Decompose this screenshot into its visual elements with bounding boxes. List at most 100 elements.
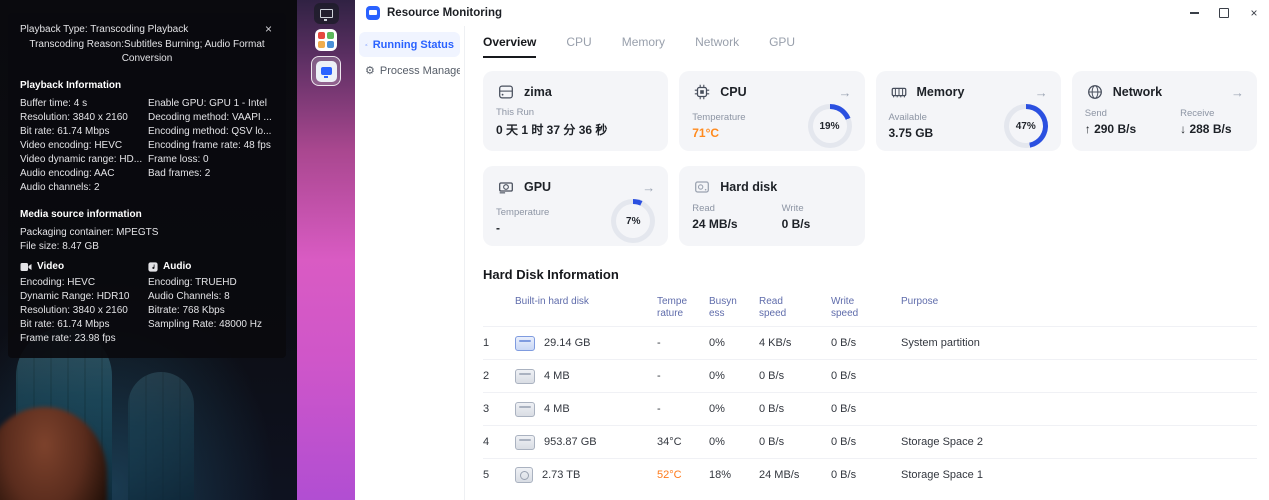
close-icon: × <box>1250 6 1258 20</box>
disk-busyness: 0% <box>709 337 725 349</box>
disk-icon <box>515 434 535 450</box>
disk-temperature: 52°C <box>657 469 682 481</box>
playback-stat: Encoding method: QSV lo... <box>148 126 272 137</box>
read-value: 24 MB/s <box>692 217 738 231</box>
disk-temperature: - <box>657 370 661 382</box>
disk-icon <box>515 368 535 384</box>
disk-icon <box>515 401 535 417</box>
transcoding-reason-text: Transcoding Reason:Subtitles Burning; Au… <box>20 38 274 66</box>
sidebar-item-process-management[interactable]: ⚙ Process Managemen <box>359 59 460 83</box>
video-player-background: Playback Type: Transcoding Playback × Tr… <box>0 0 297 500</box>
write-value: 0 B/s <box>781 217 811 231</box>
disk-busyness: 0% <box>709 403 725 415</box>
card-memory: Memory → Available 3.75 GB 47% <box>875 71 1061 151</box>
app-icon <box>366 6 380 20</box>
drive-icon <box>515 467 533 483</box>
arrow-right-icon[interactable]: → <box>1034 84 1048 100</box>
hard-disk-icon <box>692 177 712 197</box>
row-index: 3 <box>483 403 490 415</box>
close-icon[interactable]: × <box>264 22 272 36</box>
hard-disk-info-title: Hard Disk Information <box>483 267 619 282</box>
playback-stat: Video encoding: HEVC <box>20 140 123 151</box>
card-cpu: CPU → Temperature 71°C 19% <box>679 71 865 151</box>
tab-cpu[interactable]: CPU <box>566 35 592 49</box>
disk-busyness: 0% <box>709 436 725 448</box>
disk-read-speed: 4 KB/s <box>759 337 792 349</box>
video-section-title: Video <box>37 261 65 272</box>
video-stat: Encoding: HEVC <box>20 277 96 288</box>
card-title: GPU <box>524 180 552 194</box>
receive-value: ↓ 288 B/s <box>1180 122 1232 136</box>
resource-monitoring-window: Resource Monitoring × Running Status ⚙ P… <box>355 0 1269 500</box>
globe-icon <box>1085 82 1105 102</box>
disk-icon <box>515 335 535 351</box>
playback-stat: Bad frames: 2 <box>148 168 211 179</box>
arrow-right-icon[interactable]: → <box>838 84 852 100</box>
minimize-icon <box>1189 12 1199 14</box>
media-source-title: Media source information <box>20 209 142 220</box>
cpu-usage-percent: 19% <box>819 120 840 132</box>
tab-network[interactable]: Network <box>695 35 740 49</box>
sidebar-item-running-status[interactable]: Running Status <box>359 32 460 57</box>
dock-apps-icon[interactable] <box>315 29 337 51</box>
send-value: ↑ 290 B/s <box>1084 122 1137 136</box>
card-title: Memory <box>916 85 965 99</box>
col-temperature: Tempe rature <box>657 296 688 319</box>
receive-label: Receive <box>1180 108 1215 119</box>
card-title: Network <box>1112 85 1163 99</box>
tab-gpu[interactable]: GPU <box>769 35 796 49</box>
line-chart-icon <box>365 43 368 46</box>
dock-monitor-icon[interactable] <box>313 3 339 24</box>
maximize-button[interactable] <box>1209 0 1239 26</box>
audio-section-title: Audio <box>163 261 192 272</box>
hard-disk-table: Built-in hard disk Tempe rature Busyn ess … <box>483 288 1257 491</box>
disk-size: 2.73 TB <box>542 469 581 481</box>
write-label: Write <box>781 203 804 214</box>
gpu-usage-donut: 7% <box>611 199 656 243</box>
tab-overview[interactable]: Overview <box>483 35 537 58</box>
tab-memory[interactable]: Memory <box>621 35 666 49</box>
arrow-right-icon[interactable]: → <box>642 179 656 195</box>
card-label: Temperature <box>692 112 746 123</box>
playback-stat: Buffer time: 4 s <box>20 98 88 109</box>
playback-stat: Audio encoding: AAC <box>20 168 115 179</box>
row-index: 4 <box>483 436 490 448</box>
card-title: zima <box>524 85 552 99</box>
playback-stat: Bit rate: 61.74 Mbps <box>20 126 110 137</box>
disk-busyness: 0% <box>709 370 725 382</box>
col-purpose: Purpose <box>901 296 939 307</box>
table-row: 2 4 MB - 0% 0 B/s 0 B/s <box>483 359 1257 392</box>
card-title: CPU <box>720 85 747 99</box>
arrow-right-icon[interactable]: → <box>1231 84 1244 100</box>
table-row: 4 953.87 GB 34°C 0% 0 B/s 0 B/s Storage … <box>483 425 1257 458</box>
cpu-temperature-value: 71°C <box>692 126 720 140</box>
gpu-temperature-value: - <box>496 221 500 235</box>
close-button[interactable]: × <box>1239 0 1269 26</box>
audio-stat: Audio Channels: 8 <box>148 291 230 302</box>
memory-usage-donut: 47% <box>1003 104 1048 148</box>
disk-write-speed: 0 B/s <box>831 337 857 349</box>
titlebar: Resource Monitoring × <box>355 0 1269 26</box>
cpu-icon <box>692 82 712 102</box>
video-stat: Frame rate: 23.98 fps <box>20 333 116 344</box>
playback-stat: Frame loss: 0 <box>148 154 209 165</box>
disk-temperature: - <box>657 337 661 349</box>
memory-usage-percent: 47% <box>1015 120 1036 132</box>
card-hard-disk: Hard disk Read 24 MB/s Write 0 B/s <box>679 166 865 246</box>
disk-size: 29.14 GB <box>544 337 591 349</box>
stat-cards: zima This Run 0 天 1 时 37 分 36 秒 <box>483 71 1257 246</box>
playback-stat: Resolution: 3840 x 2160 <box>20 112 128 123</box>
video-stat: Resolution: 3840 x 2160 <box>20 305 128 316</box>
gpu-icon <box>496 177 516 197</box>
table-row: 3 4 MB - 0% 0 B/s 0 B/s <box>483 392 1257 425</box>
send-label: Send <box>1084 108 1107 119</box>
minimize-button[interactable] <box>1179 0 1209 26</box>
memory-icon <box>889 82 909 102</box>
dock-active-app-highlight[interactable] <box>311 56 341 86</box>
resource-monitor-app-icon[interactable] <box>315 60 337 82</box>
card-gpu: GPU → Temperature - 7% <box>483 166 669 246</box>
media-source-stat: Packaging container: MPEGTS <box>20 227 159 238</box>
disk-temperature: - <box>657 403 661 415</box>
transcoding-reason-line2: Conversion <box>121 53 173 64</box>
stained-glass-window-2 <box>128 372 194 500</box>
